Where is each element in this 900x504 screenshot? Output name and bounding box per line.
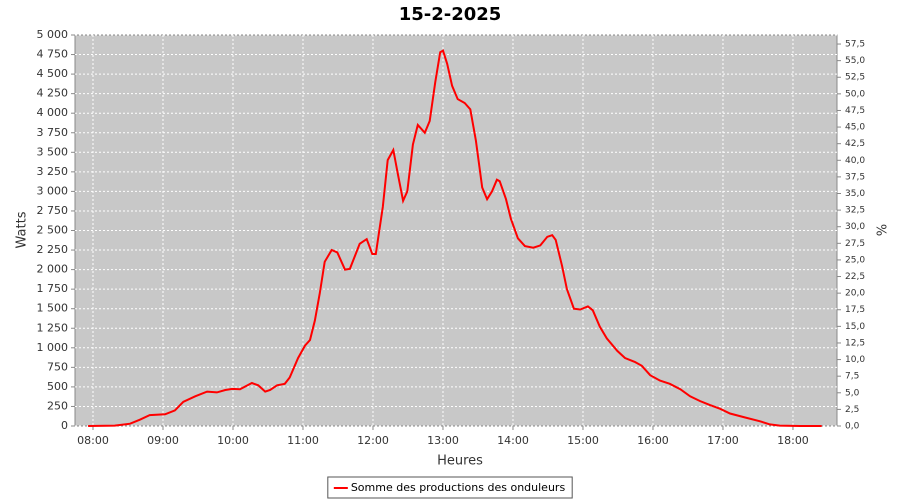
x-tick-label: 13:00 [427,434,459,447]
y-tick-label: 2 000 [37,263,69,276]
x-axis-label: Heures [437,454,483,469]
y-tick-label: 4 500 [37,67,69,80]
y2-tick-label: 27,5 [845,239,865,249]
y-tick-label: 1 000 [37,341,69,354]
x-tick-label: 09:00 [147,434,179,447]
y2-tick-label: 50,0 [845,89,865,99]
y-tick-label: 2 250 [37,243,69,256]
y2-tick-label: 37,5 [845,172,865,182]
y2-tick-label: 25,0 [845,255,865,265]
y2-tick-label: 10,0 [845,355,865,365]
y-tick-label: 1 250 [37,321,69,334]
y-tick-label: 3 750 [37,126,69,139]
y2-tick-label: 40,0 [845,156,865,166]
x-tick-label: 11:00 [287,434,319,447]
x-tick-label: 14:00 [497,434,529,447]
x-tick-label: 10:00 [217,434,249,447]
legend-label: Somme des productions des onduleurs [351,481,566,494]
y-tick-label: 4 000 [37,106,69,119]
y-tick-label: 2 750 [37,204,69,217]
y2-tick-label: 35,0 [845,189,865,199]
chart-title: 15-2-2025 [399,4,502,25]
x-tick-label: 08:00 [77,434,109,447]
x-tick-label: 12:00 [357,434,389,447]
y2-tick-label: 42,5 [845,139,865,149]
x-tick-label: 16:00 [637,434,669,447]
y-tick-label: 250 [47,399,68,412]
y2-tick-label: 0,0 [845,422,860,432]
y-tick-label: 3 000 [37,184,69,197]
y-tick-label: 0 [61,419,68,432]
y-tick-label: 1 500 [37,302,69,315]
x-tick-label: 17:00 [707,434,739,447]
y-tick-label: 2 500 [37,224,69,237]
y-tick-label: 500 [47,380,68,393]
y2-axis-label: % [873,224,888,236]
y2-tick-label: 22,5 [845,272,865,282]
y2-tick-label: 57,5 [845,40,865,50]
y-axis-label: Watts [15,211,30,248]
y2-tick-label: 32,5 [845,206,865,216]
y2-tick-label: 20,0 [845,289,865,299]
y-tick-label: 4 750 [37,48,69,61]
y-tick-label: 4 250 [37,87,69,100]
y-tick-label: 3 250 [37,165,69,178]
y2-tick-label: 45,0 [845,123,865,133]
y2-tick-label: 47,5 [845,106,865,116]
y-tick-label: 750 [47,360,68,373]
series-line [88,49,822,427]
y-tick-label: 1 750 [37,282,69,295]
legend [327,476,573,499]
y2-tick-label: 5,0 [845,388,860,398]
y2-tick-label: 12,5 [845,338,865,348]
y2-tick-label: 2,5 [845,405,859,415]
y2-tick-label: 55,0 [845,56,865,66]
y2-tick-label: 30,0 [845,222,865,232]
x-tick-label: 15:00 [567,434,599,447]
y2-tick-label: 15,0 [845,322,865,332]
y2-tick-label: 52,5 [845,73,865,83]
x-tick-label: 18:00 [777,434,809,447]
y-tick-label: 3 500 [37,145,69,158]
y-tick-label: 5 000 [37,28,69,41]
y2-tick-label: 17,5 [845,305,865,315]
y2-tick-label: 7,5 [845,372,859,382]
